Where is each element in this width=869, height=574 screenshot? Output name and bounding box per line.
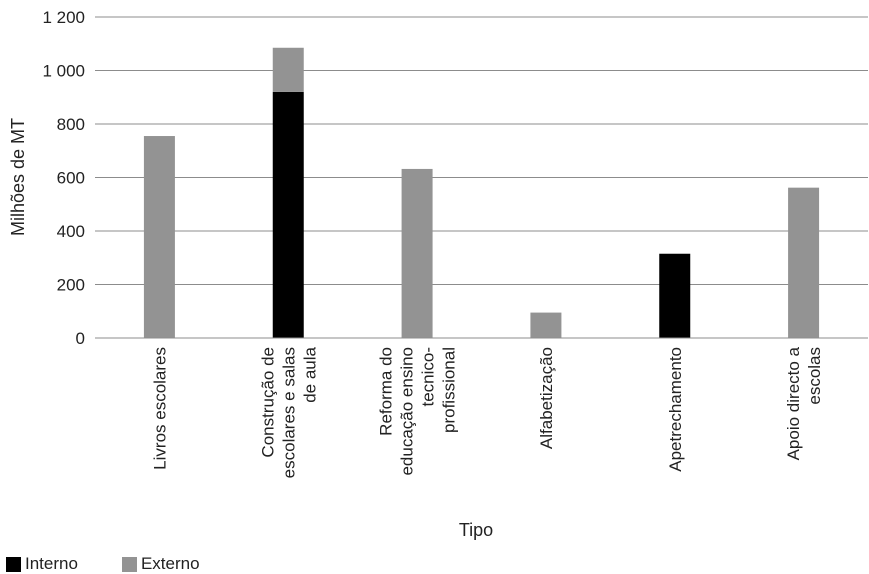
x-axis-title: Tipo — [459, 520, 493, 540]
legend-swatch-interno — [6, 556, 21, 572]
y-axis-ticks: 0 200 400 600 800 1 000 1 200 — [42, 8, 85, 348]
x-category-label: Apetrechamento — [666, 347, 685, 472]
bar-externo-3 — [530, 312, 562, 338]
legend-label-interno: Interno — [25, 554, 78, 573]
y-tick-label: 0 — [76, 329, 85, 348]
bar-externo-5 — [788, 187, 820, 338]
y-tick-label: 600 — [57, 169, 85, 188]
bar-externo-2 — [401, 168, 433, 338]
legend-swatch-externo — [121, 556, 137, 572]
y-tick-label: 1 000 — [42, 62, 85, 81]
bars — [143, 47, 820, 339]
x-axis-labels: Livros escolares Construção de escolares e… — [150, 346, 824, 478]
y-tick-label: 400 — [57, 222, 85, 241]
bar-externo-0 — [143, 136, 175, 338]
y-axis-title: Milhões de MT — [8, 118, 28, 236]
bar-externo-1 — [272, 47, 304, 92]
legend-label-externo: Externo — [140, 554, 200, 573]
legend-item-externo: Externo — [121, 554, 200, 574]
grid-lines — [95, 16, 868, 285]
y-tick-label: 1 200 — [42, 8, 85, 27]
bar-chart: 0 200 400 600 800 1 000 1 200 Livros escolares… — [8, 8, 868, 540]
bar-interno-4 — [659, 253, 691, 338]
legend-item-interno: Interno — [6, 554, 78, 574]
x-category-label: Livros escolares — [150, 347, 169, 470]
x-category-label: Apoio directo a escolas — [784, 346, 824, 460]
legend: Interno Externo — [6, 554, 244, 574]
bar-interno-1 — [272, 91, 304, 339]
x-category-label: Construção de escolares e salas de aula — [258, 346, 319, 478]
y-tick-label: 200 — [57, 276, 85, 295]
y-tick-label: 800 — [57, 115, 85, 134]
x-category-label: Reforma do educação ensino tecnico-profiss… — [377, 347, 459, 476]
x-category-label: Alfabetização — [537, 347, 556, 449]
